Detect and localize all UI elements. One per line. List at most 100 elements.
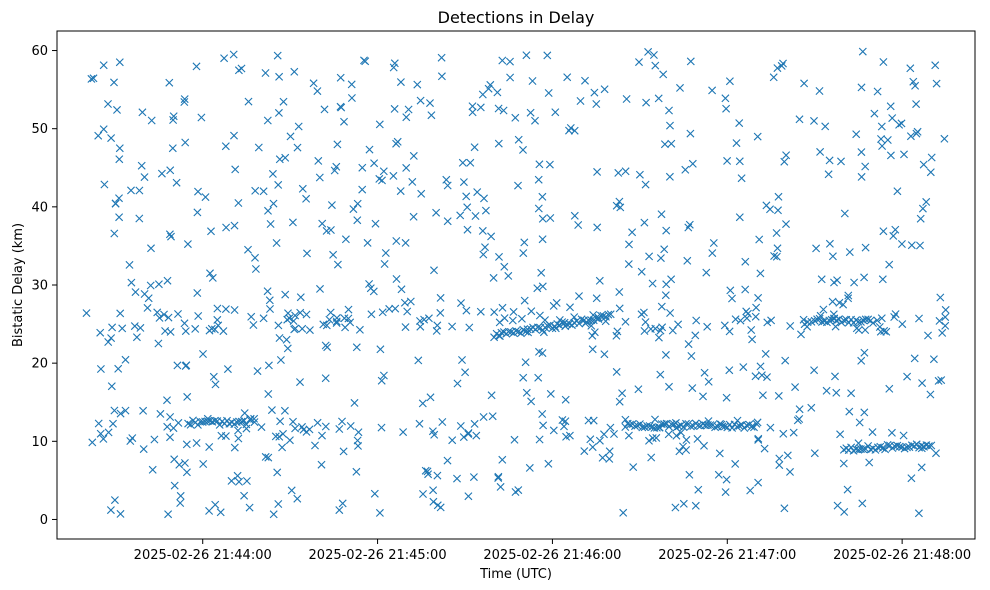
detection-point [810, 316, 819, 325]
detection-point [621, 317, 630, 326]
detection-point [192, 439, 201, 447]
detection-point [205, 506, 214, 515]
detection-point [403, 307, 412, 316]
detection-point [111, 199, 120, 208]
detection-point [857, 356, 866, 365]
detection-point [333, 140, 342, 149]
detection-point [375, 120, 384, 129]
detection-point [82, 309, 91, 318]
detection-point [197, 113, 206, 122]
detection-point [166, 433, 174, 442]
detection-point [390, 104, 399, 113]
detection-point [299, 425, 308, 434]
detection-point [261, 452, 270, 461]
detection-point [511, 113, 520, 122]
detection-point [922, 197, 931, 206]
detection-point [153, 308, 162, 317]
detection-point [754, 478, 763, 487]
detection-point [94, 419, 103, 428]
detection-point [346, 422, 355, 430]
detection-point [389, 171, 398, 180]
detection-point [635, 58, 643, 67]
detection-point [816, 147, 825, 156]
detection-point [728, 423, 737, 432]
detection-point [495, 252, 503, 261]
detection-point [850, 278, 859, 287]
detection-point [521, 327, 530, 336]
detection-point [432, 326, 441, 335]
detection-point [479, 413, 488, 421]
detection-point [783, 451, 792, 460]
detection-point [114, 364, 123, 373]
detection-point [702, 268, 711, 277]
detection-point [618, 389, 627, 398]
x-tick-label: 2025-02-26 21:48:00 [833, 548, 971, 563]
detection-point [468, 108, 477, 117]
detection-point [735, 421, 744, 430]
detection-point [681, 165, 690, 174]
detection-point [531, 116, 539, 125]
detection-point [275, 155, 284, 164]
detection-point [722, 393, 731, 402]
detection-point [249, 321, 258, 329]
detection-point [621, 167, 630, 176]
detection-point [683, 256, 692, 265]
detection-point [628, 228, 637, 237]
detection-point [330, 166, 339, 175]
detection-point [746, 486, 755, 495]
detection-point [264, 206, 272, 215]
detection-point [598, 453, 607, 462]
detection-point [527, 397, 536, 406]
detection-point [296, 378, 304, 387]
detection-point [369, 287, 378, 296]
detection-point [470, 143, 479, 152]
detection-point [150, 435, 159, 444]
detection-point [115, 155, 124, 164]
detection-point [221, 432, 230, 441]
detection-point [184, 419, 193, 428]
detection-point [163, 422, 172, 431]
detection-point [261, 69, 270, 77]
detection-point [597, 311, 605, 320]
detection-point [895, 120, 904, 129]
detection-point [220, 54, 229, 63]
detection-point [854, 439, 863, 448]
detection-point [648, 434, 657, 443]
detection-point [264, 390, 273, 398]
detection-point [888, 114, 897, 123]
detection-point [861, 326, 870, 334]
detection-point [599, 311, 608, 320]
detection-point [173, 361, 182, 370]
detection-point [100, 180, 109, 189]
detection-point [845, 248, 854, 257]
detection-point [214, 321, 223, 330]
detection-point [396, 78, 405, 87]
detection-point [286, 132, 295, 141]
detection-point [592, 294, 601, 303]
detection-point [461, 368, 470, 377]
detection-point [854, 317, 863, 326]
detection-point [679, 423, 688, 432]
detection-point [371, 219, 380, 228]
detection-point [320, 105, 329, 114]
detection-point [869, 319, 877, 327]
detection-point [899, 431, 908, 440]
detection-point [465, 323, 474, 332]
detection-point [544, 89, 553, 97]
detection-point [213, 304, 222, 313]
detection-point [280, 406, 289, 415]
detection-point [104, 338, 113, 346]
x-axis-ticks: 2025-02-26 21:44:00 2025-02-26 21:45:00 20… [134, 539, 971, 563]
detection-point [478, 90, 487, 99]
detection-point [534, 204, 543, 213]
detection-point [664, 430, 673, 439]
detection-point [314, 156, 323, 165]
detection-point [864, 442, 873, 450]
detection-point [551, 108, 560, 117]
detection-point [494, 474, 503, 482]
detection-point [504, 271, 513, 280]
detection-point [652, 423, 661, 432]
detection-point [539, 421, 548, 430]
detection-point [469, 473, 478, 482]
detection-point [365, 145, 374, 154]
